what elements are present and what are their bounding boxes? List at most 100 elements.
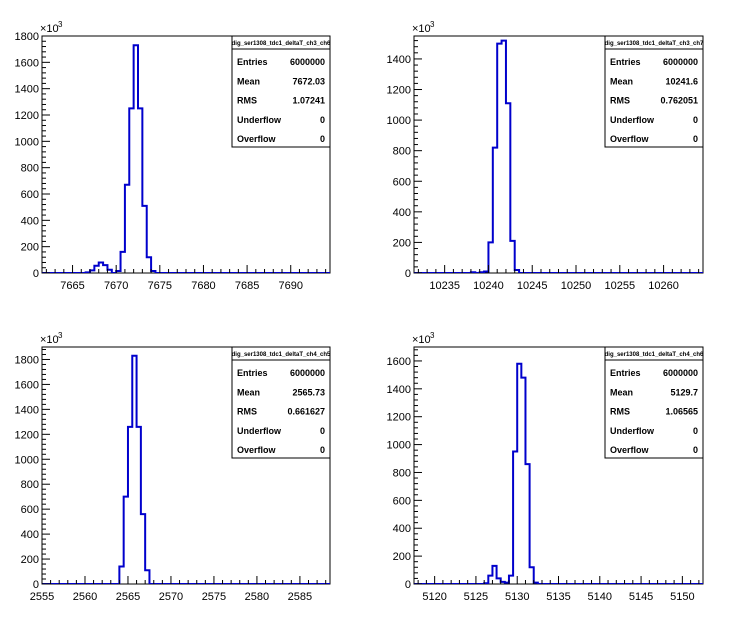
stats-label: RMS: [610, 96, 630, 106]
x-tick-label: 5145: [629, 591, 653, 603]
y-tick-label: 0: [405, 268, 411, 280]
stats-label: Entries: [237, 368, 268, 378]
stats-value: 0.661627: [287, 407, 325, 417]
stats-value: 1.06565: [665, 407, 698, 417]
y-tick-label: 800: [21, 479, 39, 491]
y-tick-label: 600: [393, 176, 411, 188]
histogram-line: [42, 44, 330, 273]
y-tick-label: 400: [21, 529, 39, 541]
histogram-panel: 2555 2560 2565 2570 2575 2580 2585 0 200 400 600 80…: [15, 331, 332, 603]
stats-title: dig_ser1308_tdc1_deltaT_ch4_ch5: [232, 352, 331, 358]
y-tick-label: 1000: [15, 136, 39, 148]
stats-value: 2565.73: [292, 387, 325, 397]
stats-value: 10241.6: [665, 76, 698, 86]
x-tick-label: 10235: [429, 280, 460, 292]
stats-box: [604, 35, 704, 148]
y-tick-label: 0: [33, 268, 39, 280]
y-tick-label: 600: [21, 189, 39, 201]
x-tick-label: 2570: [159, 591, 183, 603]
y-tick-label: 1400: [387, 384, 411, 396]
stats-value: 6000000: [290, 368, 325, 378]
stats-label: Entries: [237, 57, 268, 67]
y-tick-label: 800: [393, 467, 411, 479]
x-tick-label: 7690: [278, 280, 302, 292]
y-tick-label: 400: [393, 523, 411, 535]
x-tick-label: 5125: [464, 591, 488, 603]
stats-box: [231, 346, 331, 459]
stats-label: RMS: [237, 407, 257, 417]
stats-label: RMS: [610, 407, 630, 417]
stats-value: 0: [320, 445, 325, 455]
y-tick-label: 800: [21, 163, 39, 175]
y-tick-label: 1200: [15, 429, 39, 441]
y-tick-label: 200: [393, 237, 411, 249]
stats-box: [604, 346, 704, 459]
stats-label: Underflow: [610, 115, 655, 125]
stats-label: RMS: [237, 96, 257, 106]
y-tick-label: 600: [21, 504, 39, 516]
y-multiplier: ×10: [40, 23, 59, 35]
y-tick-label: 1400: [387, 54, 411, 66]
y-tick-label: 1800: [15, 31, 39, 43]
x-tick-label: 5140: [588, 591, 612, 603]
stats-title: dig_ser1308_tdc1_deltaT_ch3_ch6: [232, 41, 331, 47]
stats-label: Underflow: [610, 426, 655, 436]
stats-value: 0: [320, 134, 325, 144]
y-tick-label: 1600: [15, 57, 39, 69]
x-tick-label: 5120: [422, 591, 446, 603]
x-tick-label: 2575: [202, 591, 226, 603]
x-tick-label: 10260: [648, 280, 679, 292]
x-tick-label: 7675: [148, 280, 172, 292]
x-tick-label: 5135: [546, 591, 570, 603]
y-multiplier-exponent: 3: [430, 20, 435, 29]
stats-value: 0: [693, 115, 698, 125]
stats-label: Entries: [610, 368, 641, 378]
stats-label: Mean: [237, 387, 260, 397]
y-tick-label: 1000: [387, 440, 411, 452]
y-tick-label: 1200: [15, 110, 39, 122]
x-tick-label: 5130: [505, 591, 529, 603]
stats-value: 0: [320, 426, 325, 436]
stats-value: 5129.7: [670, 387, 698, 397]
stats-value: 0: [320, 115, 325, 125]
y-tick-label: 200: [21, 242, 39, 254]
y-multiplier-exponent: 3: [430, 331, 435, 340]
y-tick-label: 800: [393, 146, 411, 158]
stats-value: 0: [693, 426, 698, 436]
y-tick-label: 1400: [15, 84, 39, 96]
x-tick-label: 2565: [116, 591, 140, 603]
x-tick-label: 7680: [191, 280, 215, 292]
y-tick-label: 600: [393, 495, 411, 507]
stats-box: [231, 35, 331, 148]
y-tick-label: 1000: [387, 115, 411, 127]
x-tick-label: 7670: [104, 280, 128, 292]
x-tick-label: 7685: [235, 280, 259, 292]
y-tick-label: 1200: [387, 85, 411, 97]
x-tick-label: 5150: [670, 591, 694, 603]
y-tick-label: 0: [405, 579, 411, 591]
y-multiplier: ×10: [40, 334, 59, 346]
stats-label: Overflow: [237, 134, 277, 144]
y-tick-label: 0: [33, 579, 39, 591]
y-tick-label: 1000: [15, 454, 39, 466]
stats-label: Mean: [610, 76, 633, 86]
y-tick-label: 1600: [15, 379, 39, 391]
y-multiplier: ×10: [412, 23, 431, 35]
stats-label: Underflow: [237, 115, 282, 125]
stats-label: Entries: [610, 57, 641, 67]
y-tick-label: 1600: [387, 356, 411, 368]
x-tick-label: 2560: [73, 591, 97, 603]
histogram-panel: 5120 5125 5130 5135 5140 5145 5150 0 200 400 600 80…: [387, 331, 705, 603]
stats-label: Overflow: [610, 134, 650, 144]
stats-value: 6000000: [663, 368, 698, 378]
stats-label: Mean: [237, 76, 260, 86]
stats-value: 6000000: [663, 57, 698, 67]
stats-title: dig_ser1308_tdc1_deltaT_ch4_ch6: [605, 352, 704, 358]
x-tick-label: 10250: [561, 280, 592, 292]
y-tick-label: 1400: [15, 404, 39, 416]
x-tick-label: 2555: [30, 591, 54, 603]
x-tick-label: 7665: [60, 280, 84, 292]
stats-value: 0.762051: [660, 96, 698, 106]
y-tick-label: 400: [21, 215, 39, 227]
